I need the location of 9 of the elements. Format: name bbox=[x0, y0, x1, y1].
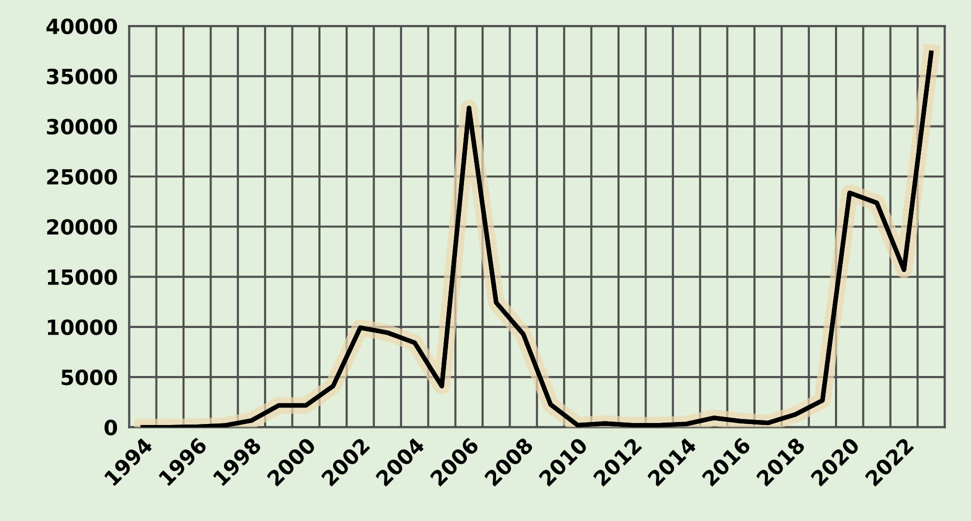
y-tick-label: 15000 bbox=[48, 269, 118, 285]
y-tick-label: 10000 bbox=[48, 319, 118, 336]
y-tick-label: 30000 bbox=[46, 118, 118, 135]
y-tick-label: 0 bbox=[104, 420, 118, 436]
y-tick-label: 40000 bbox=[46, 18, 118, 34]
y-tick-label: 25000 bbox=[47, 168, 118, 185]
y-tick-label: 20000 bbox=[47, 219, 118, 235]
y-tick-label: 5000 bbox=[62, 370, 118, 386]
y-tick-label: 35000 bbox=[46, 68, 118, 84]
